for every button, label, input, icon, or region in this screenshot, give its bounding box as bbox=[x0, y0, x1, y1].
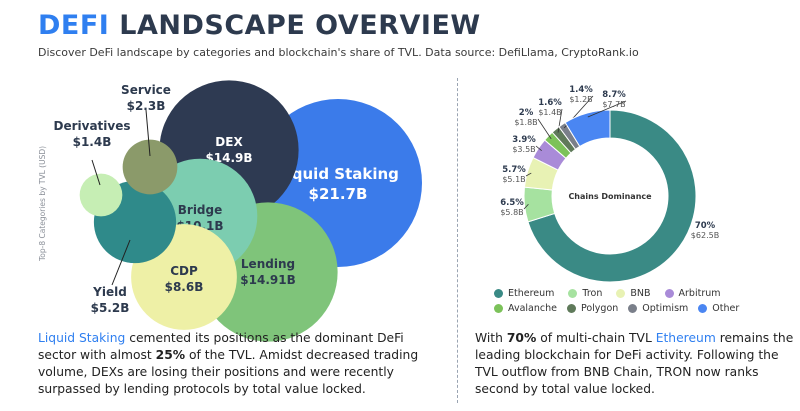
bubble-value-label: $5.2B bbox=[91, 301, 130, 315]
title-rest: LANDSCAPE OVERVIEW bbox=[119, 10, 481, 41]
donut-leader-line bbox=[535, 145, 542, 151]
donut-value-label: $1.2B bbox=[569, 95, 592, 104]
legend-label: Polygon bbox=[580, 303, 619, 314]
donut-leader-line bbox=[523, 203, 529, 210]
right-description: With 70% of multi-chain TVL Ethereum rem… bbox=[475, 330, 795, 398]
legend-swatch bbox=[494, 289, 503, 298]
donut-center-label: Chains Dominance bbox=[568, 192, 652, 201]
legend-item-arbitrum: Arbitrum bbox=[664, 288, 721, 299]
left-description: Liquid Staking cemented its positions as… bbox=[38, 330, 438, 398]
donut-value-label: $1.4B bbox=[538, 108, 561, 117]
donut-percent-label: 2% bbox=[519, 108, 534, 118]
donut-percent-label: 1.6% bbox=[538, 98, 562, 108]
bubble-leader-line bbox=[145, 109, 151, 157]
donut-percent-label: 6.5% bbox=[500, 198, 524, 208]
donut-legend: Ethereum Tron BNB Arbitrum Avalanche Polygon… bbox=[494, 288, 774, 318]
bubble-leader-line bbox=[111, 239, 131, 286]
legend-item-optimism: Optimism bbox=[628, 303, 688, 314]
page-subtitle: Discover DeFi landscape by categories an… bbox=[38, 46, 639, 59]
bubble-derivatives bbox=[79, 173, 123, 217]
bubble-service bbox=[122, 139, 178, 195]
legend-label: Ethereum bbox=[508, 288, 555, 299]
legend-item-other: Other bbox=[698, 303, 739, 314]
donut-slice-other bbox=[564, 109, 611, 148]
bubble-value-label: $1.4B bbox=[73, 135, 112, 149]
bubble-label: Liquid Staking bbox=[277, 165, 399, 183]
legend-swatch bbox=[494, 304, 503, 313]
legend-swatch bbox=[664, 289, 674, 298]
donut-value-label: $1.8B bbox=[514, 118, 537, 127]
bubble-value-label: $8.6B bbox=[165, 280, 204, 294]
legend-label: Other bbox=[712, 303, 740, 314]
legend-label: Optimism bbox=[642, 303, 689, 314]
left-highlight: Liquid Staking bbox=[38, 331, 126, 345]
legend-row: Avalanche Polygon Optimism Other bbox=[494, 303, 774, 314]
legend-swatch bbox=[568, 289, 578, 298]
right-text-0: With bbox=[475, 331, 507, 345]
bubble-value-label: $21.7B bbox=[309, 185, 368, 203]
legend-label: Avalanche bbox=[508, 303, 557, 314]
bubble-label: Yield bbox=[92, 285, 127, 299]
legend-item-ethereum: Ethereum bbox=[494, 288, 554, 299]
donut-value-label: $5.8B bbox=[500, 208, 523, 217]
donut-percent-label: 3.9% bbox=[512, 135, 536, 145]
section-divider bbox=[457, 78, 458, 403]
right-text-1: of multi-chain TVL bbox=[536, 331, 656, 345]
donut-value-label: $7.7B bbox=[602, 100, 625, 109]
legend-row: Ethereum Tron BNB Arbitrum bbox=[494, 288, 774, 299]
bubble-value-label: $2.3B bbox=[127, 99, 166, 113]
donut-percent-label: 8.7% bbox=[602, 90, 626, 100]
title-accent: DEFI bbox=[38, 10, 110, 41]
bubble-label: DEX bbox=[215, 135, 243, 149]
donut-value-label: $3.5B bbox=[512, 145, 535, 154]
left-text-2: of the TVL. Amidst decreased trading vol… bbox=[38, 348, 419, 396]
bubble-label: CDP bbox=[170, 264, 198, 278]
left-bold: 25% bbox=[155, 348, 186, 362]
bubble-label: Derivatives bbox=[53, 119, 130, 133]
legend-label: Arbitrum bbox=[678, 288, 721, 299]
bubble-label: Bridge bbox=[178, 203, 223, 217]
bubble-value-label: $14.91B bbox=[240, 273, 295, 287]
legend-item-polygon: Polygon bbox=[566, 303, 619, 314]
donut-leader-line bbox=[557, 108, 563, 133]
legend-swatch bbox=[628, 304, 638, 313]
donut-leader-line bbox=[537, 118, 552, 140]
donut-value-label: $5.1B bbox=[502, 175, 525, 184]
donut-percent-label: 70% bbox=[695, 221, 716, 231]
legend-item-avalanche: Avalanche bbox=[494, 303, 557, 314]
donut-value-label: $62.5B bbox=[691, 231, 719, 240]
legend-label: BNB bbox=[630, 288, 651, 299]
bubble-label: Service bbox=[121, 83, 171, 97]
legend-swatch bbox=[616, 289, 626, 298]
legend-item-bnb: BNB bbox=[616, 288, 651, 299]
donut-leader-line bbox=[525, 172, 532, 177]
left-text-1: cemented its positions as the dominant D… bbox=[38, 331, 404, 362]
donut-slice-ethereum bbox=[527, 109, 697, 283]
donut-leader-line bbox=[587, 100, 627, 118]
right-highlight: Ethereum bbox=[655, 331, 716, 345]
page-title: DEFI LANDSCAPE OVERVIEW bbox=[38, 10, 481, 41]
legend-item-tron: Tron bbox=[568, 288, 602, 299]
bubble-label: Lending bbox=[241, 257, 295, 271]
bubble-leader-line bbox=[91, 159, 101, 186]
donut-percent-label: 5.7% bbox=[502, 165, 526, 175]
right-bold: 70% bbox=[506, 331, 537, 345]
legend-label: Tron bbox=[582, 288, 603, 299]
right-text-2: remains the leading blockchain for DeFi … bbox=[475, 331, 794, 396]
donut-percent-label: 1.4% bbox=[569, 85, 593, 95]
legend-swatch bbox=[698, 304, 708, 313]
legend-swatch bbox=[566, 304, 576, 313]
